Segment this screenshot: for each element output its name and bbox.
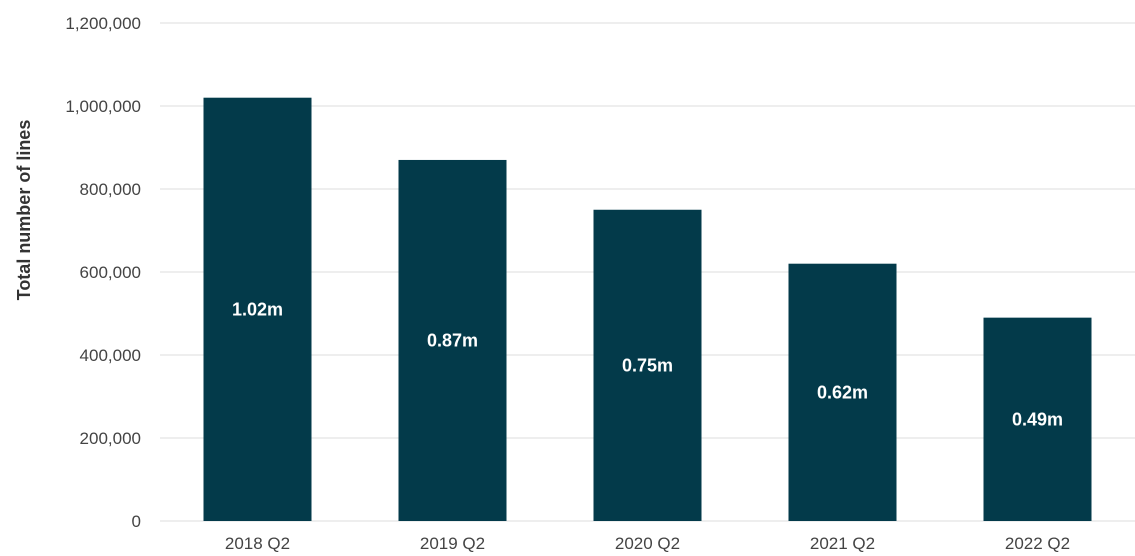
bar: [593, 209, 702, 521]
bar: [398, 159, 507, 521]
y-tick-label: 600,000: [80, 263, 141, 282]
bar: [983, 317, 1092, 521]
y-tick-label: 1,200,000: [65, 14, 141, 33]
y-tick-label: 200,000: [80, 429, 141, 448]
x-tick-label: 2019 Q2: [420, 534, 485, 553]
y-axis-title: Total number of lines: [14, 120, 34, 301]
x-tick-label: 2022 Q2: [1005, 534, 1070, 553]
y-tick-label: 400,000: [80, 346, 141, 365]
bar: [788, 263, 897, 521]
x-tick-label: 2018 Q2: [225, 534, 290, 553]
bar: [203, 97, 312, 521]
bar-data-label: 0.75m: [622, 355, 673, 375]
bar-data-label: 1.02m: [232, 299, 283, 319]
y-tick-label: 1,000,000: [65, 97, 141, 116]
y-tick-label: 800,000: [80, 180, 141, 199]
x-axis-ticks: 2018 Q2 2019 Q2 2020 Q2 2021 Q2 2022 Q2: [225, 534, 1070, 553]
bar-data-label: 0.49m: [1012, 409, 1063, 429]
y-axis-ticks: 0 200,000 400,000 600,000 800,000 1,000,000 1,…: [65, 14, 141, 531]
data-labels: 1.02m 0.87m 0.75m 0.62m 0.49m: [232, 299, 1063, 429]
bars: [203, 97, 1092, 521]
x-tick-label: 2020 Q2: [615, 534, 680, 553]
bar-data-label: 0.62m: [817, 382, 868, 402]
x-tick-label: 2021 Q2: [810, 534, 875, 553]
y-tick-label: 0: [132, 512, 141, 531]
bar-data-label: 0.87m: [427, 330, 478, 350]
